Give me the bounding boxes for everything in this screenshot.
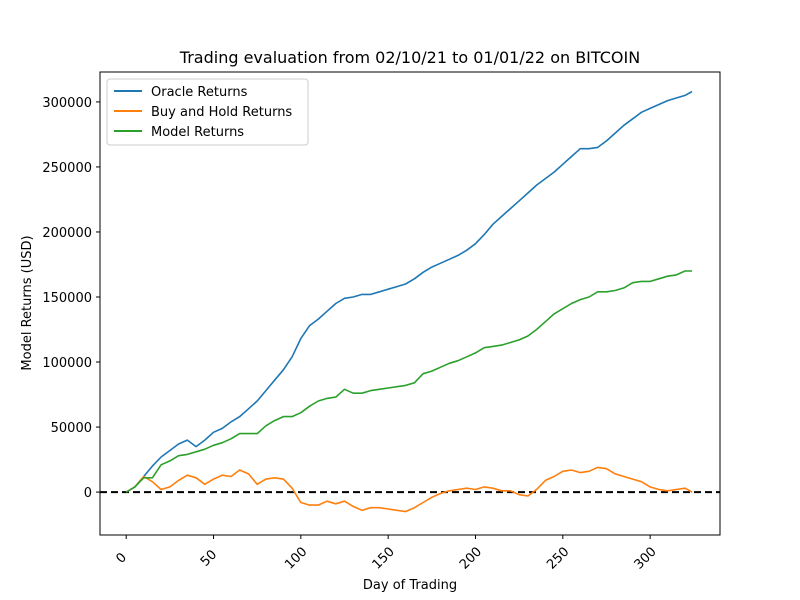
series-line-model-returns [125,270,693,493]
x-tick-label: 150 [370,544,398,572]
y-tick-label: 0 [84,486,92,501]
x-ticks: 0 50 100 150 200 250 300 [113,535,660,573]
x-tick-label: 300 [632,544,660,572]
x-tick-label: 50 [198,547,220,569]
legend: Oracle Returns Buy and Hold Returns Model … [106,78,309,146]
legend-box [106,78,309,146]
y-tick-label: 100000 [42,356,92,371]
legend-label: Buy and Hold Returns [151,105,292,120]
legend-label: Model Returns [151,125,244,140]
y-ticks: 0 50000 100000 150000 200000 250000 300000 [42,96,100,501]
y-tick-label: 150000 [42,291,92,306]
y-tick-label: 200000 [42,226,92,241]
legend-label: Oracle Returns [151,85,248,100]
x-tick-label: 100 [282,544,310,572]
y-tick-label: 250000 [42,161,92,176]
y-axis-label: Model Returns (USD) [20,235,35,370]
chart-title: Trading evaluation from 02/10/21 to 01/0… [179,48,640,67]
x-tick-label: 0 [113,550,129,566]
plot-area [100,72,720,535]
y-tick-label: 50000 [51,421,92,436]
axes-border [99,71,721,536]
y-tick-label: 300000 [42,96,92,111]
x-axis-label: Day of Trading [363,578,457,593]
x-tick-label: 250 [544,544,572,572]
series-line-oracle-returns [125,90,693,493]
plot-lines [100,90,720,513]
x-tick-label: 200 [457,544,485,572]
series-line-buy-and-hold-returns [125,466,693,513]
axes-frame [99,71,721,536]
